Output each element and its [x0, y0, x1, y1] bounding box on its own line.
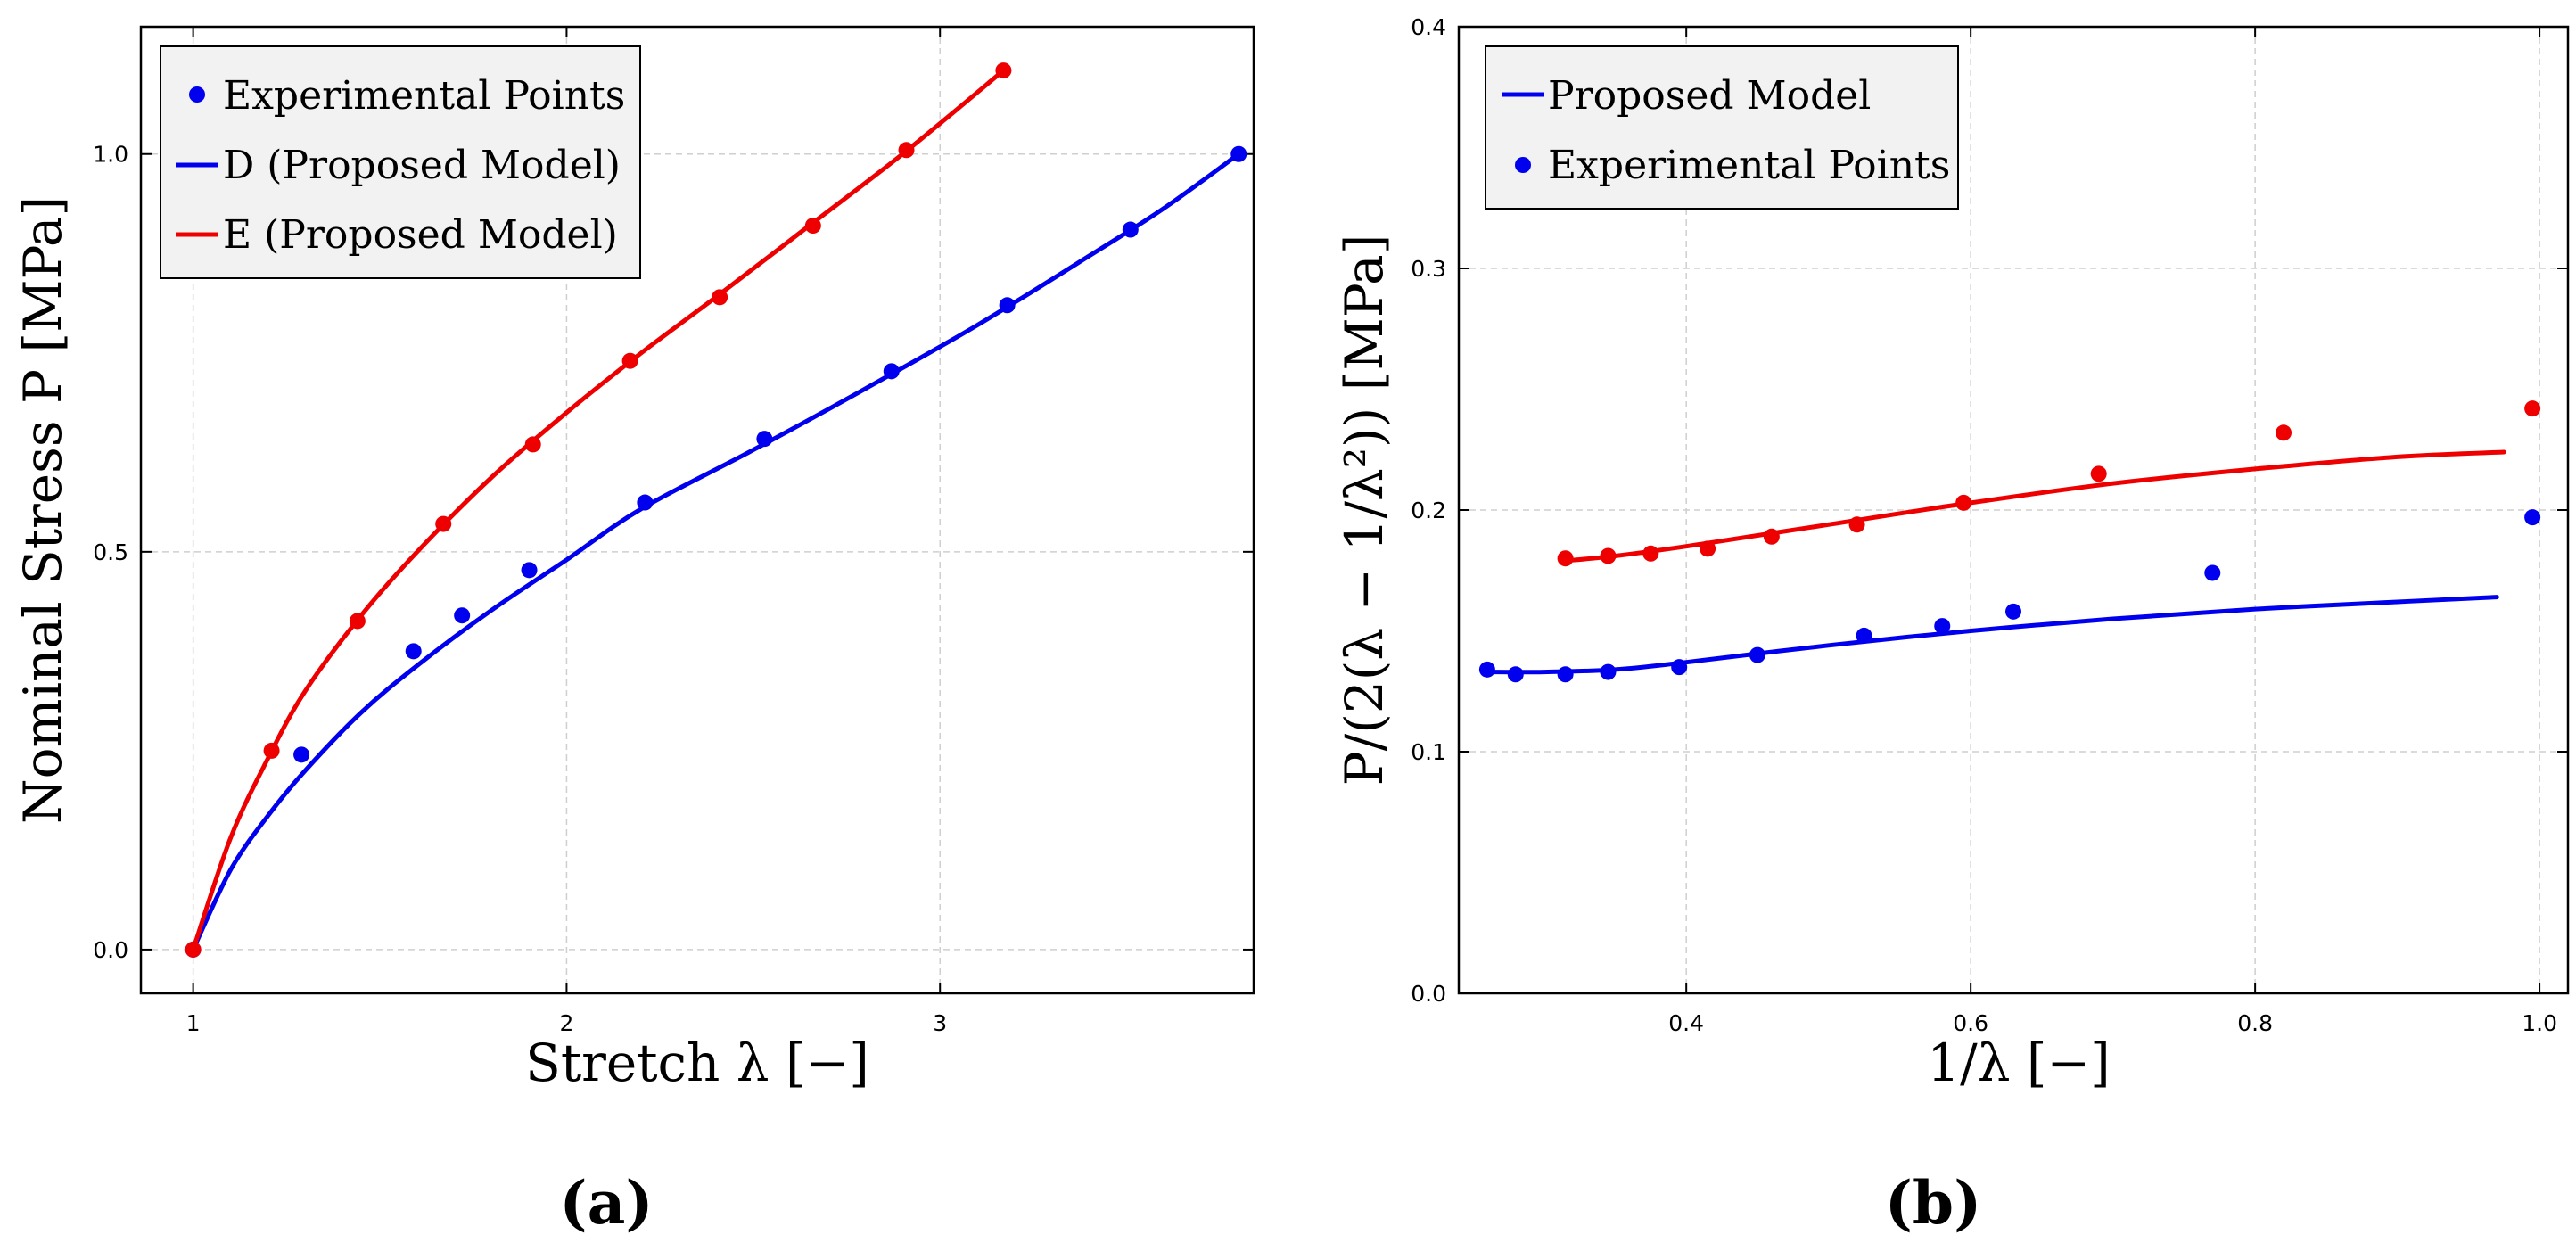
panel-a-series-line-2 — [191, 68, 1006, 952]
panel-a-ylabel: Nominal Stress P [MPa] — [12, 196, 73, 824]
panel-a-ticks — [141, 27, 1254, 993]
panel-b-xlabel: 1/λ [−] — [1927, 1033, 2111, 1093]
panel-a-label: (a) — [559, 1168, 653, 1238]
panel-a-series-3-point — [804, 218, 821, 235]
panel-b-series-1-point — [1749, 646, 1765, 663]
panel-b-series-3-point — [1642, 545, 1659, 562]
panel-b-ytick-label: 0.0 — [1411, 981, 1446, 1007]
panel-b-legend-box — [1485, 45, 1959, 210]
panel-b-series-1-point — [1507, 666, 1524, 683]
legend-a-marker-experimental — [189, 86, 205, 103]
legend-a-label-experimental: Experimental Points — [223, 73, 625, 119]
panel-b-series-line-2 — [1563, 449, 2506, 564]
legend-b-marker-experimental — [1515, 157, 1531, 173]
panel-a-series-3-point — [435, 515, 452, 532]
panel-b-xtick-label: 0.4 — [1668, 1010, 1704, 1036]
panel-b-plot — [1478, 400, 2541, 683]
panel-a-series-1-point — [883, 363, 900, 380]
panel-b-legend: Proposed Model Experimental Points — [1485, 45, 1959, 210]
panel-a-plot — [185, 62, 1247, 958]
legend-a-label-d: D (Proposed Model) — [223, 143, 621, 188]
panel-b-series-3-point — [2524, 400, 2541, 417]
panel-b-xtick-label: 1.0 — [2522, 1010, 2557, 1036]
panel-b-ytick-label: 0.3 — [1411, 256, 1446, 282]
panel-b-xtick-label: 0.8 — [2237, 1010, 2273, 1036]
panel-a-ytick-label: 0.0 — [93, 937, 128, 963]
panel-a-series-1-point — [405, 643, 422, 660]
panel-b-series-1-point — [1671, 659, 1688, 676]
panel-b-series-3-point — [1557, 550, 1574, 567]
panel-a-series-line-0 — [191, 152, 1241, 952]
panel-b-ytick-label: 0.2 — [1411, 498, 1446, 523]
panel-a: 1 2 3 0.0 0.5 1.0 Stretch λ [−] Nominal Stres… — [12, 25, 1255, 1238]
panel-a-legend-box — [160, 45, 641, 279]
panel-a-xtick-label: 2 — [559, 1010, 573, 1036]
legend-b-label-model: Proposed Model — [1548, 73, 1871, 119]
panel-b-series-1-point — [1557, 666, 1574, 683]
panel-b-label: (b) — [1885, 1168, 1982, 1238]
legend-b-label-experimental: Experimental Points — [1548, 143, 1950, 188]
panel-b-series-3-point — [1763, 528, 1780, 545]
panel-b-series-1-point — [1600, 663, 1617, 680]
panel-a-series-3-point — [621, 352, 638, 369]
panel-a-xtick-label: 1 — [186, 1010, 201, 1036]
panel-b-series-3-point — [2090, 465, 2107, 482]
panel-b-series-1-point — [1934, 618, 1951, 635]
panel-b-ytick-label: 0.4 — [1411, 14, 1446, 40]
panel-a-ytick-label: 0.5 — [93, 539, 128, 565]
panel-a-series-3-point — [524, 436, 541, 453]
panel-b: 0.4 0.6 0.8 1.0 0.0 0.1 0.2 0.3 0.4 1/λ [−] P/(2… — [1334, 14, 2570, 1238]
panel-b-series-1-point — [2204, 564, 2221, 581]
panel-b-xtick-label: 0.6 — [1953, 1010, 1988, 1036]
panel-b-series-3-point — [1955, 494, 1972, 511]
panel-a-series-3-point — [349, 613, 366, 630]
panel-b-series-1-point — [1478, 661, 1495, 678]
legend-a-label-e: E (Proposed Model) — [223, 212, 618, 258]
panel-a-series-3-point — [995, 62, 1012, 79]
panel-b-series-1-point — [2005, 603, 2021, 620]
panel-b-series-3-point — [1700, 540, 1716, 557]
panel-a-xtick-label: 3 — [933, 1010, 947, 1036]
panel-b-frame — [1457, 25, 2570, 995]
panel-b-ylabel: P/(2(λ − 1/λ²)) [MPa] — [1334, 235, 1395, 786]
panel-a-series-1-point — [756, 431, 773, 448]
panel-a-series-1-point — [521, 562, 538, 579]
panel-a-legend: Experimental Points D (Proposed Model) E… — [160, 45, 641, 279]
panel-a-series-3-point — [712, 289, 728, 306]
panel-a-xlabel: Stretch λ [−] — [525, 1033, 869, 1093]
panel-a-series-3-point — [263, 742, 280, 759]
panel-a-frame — [139, 25, 1255, 995]
panel-b-series-3-point — [1600, 547, 1617, 564]
panel-a-ytick-label: 1.0 — [93, 142, 128, 168]
panel-a-series-3-point — [185, 941, 202, 958]
panel-a-series-1-point — [1122, 221, 1139, 238]
panel-a-series-1-point — [1230, 145, 1247, 162]
panel-a-tick-labels: 1 2 3 0.0 0.5 1.0 — [93, 142, 947, 1036]
panel-b-series-1-point — [1856, 627, 1872, 644]
panel-a-series-1-point — [454, 607, 471, 624]
panel-b-series-3-point — [2276, 424, 2292, 441]
panel-b-tick-labels: 0.4 0.6 0.8 1.0 0.0 0.1 0.2 0.3 0.4 — [1411, 14, 2557, 1036]
panel-a-series-1-point — [293, 746, 310, 763]
panel-b-ytick-label: 0.1 — [1411, 739, 1446, 765]
panel-a-series-1-point — [637, 494, 654, 511]
panel-b-series-1-point — [2524, 509, 2541, 526]
panel-a-series-1-point — [999, 297, 1016, 314]
panel-b-series-3-point — [1848, 516, 1865, 533]
panel-a-series-3-point — [898, 142, 915, 159]
